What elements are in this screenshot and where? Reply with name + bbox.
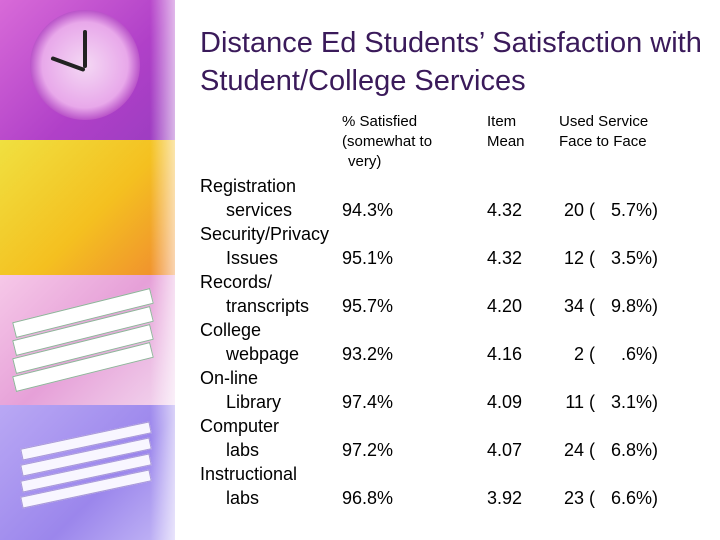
used-percent: 3.1%) — [610, 392, 658, 412]
used-paren: ( — [589, 488, 595, 508]
header-mean-line1: Item — [487, 113, 517, 130]
used-paren: ( — [589, 392, 595, 412]
row-label-line2: Issues — [226, 248, 279, 268]
used-percent: 3.5%) — [610, 248, 658, 268]
satisfied-value: 97.4% — [342, 392, 394, 412]
row-label-line2: labs — [226, 440, 260, 460]
header-mean-line2: Mean — [487, 133, 525, 150]
paper-stack-panel — [0, 405, 175, 540]
mean-value: 4.07 — [487, 440, 523, 460]
used-paren: ( — [589, 248, 595, 268]
used-paren: ( — [589, 296, 595, 316]
row-label-line1: Instructional — [200, 464, 298, 484]
used-count: 11 — [565, 392, 584, 412]
header-used-line1: Used Service — [559, 113, 649, 130]
yellow-clock-panel — [0, 140, 175, 400]
used-percent: 5.7%) — [610, 200, 658, 220]
header-mean: Item Mean — [487, 112, 525, 152]
mean-value: 4.32 — [487, 200, 523, 220]
row-label-line2: Library — [226, 392, 282, 412]
mean-value: 4.32 — [487, 248, 523, 268]
used-count: 34 — [563, 296, 584, 316]
row-label-line2: transcripts — [226, 296, 310, 316]
row-label-line1: College — [200, 320, 262, 340]
satisfied-value: 93.2% — [342, 344, 394, 364]
used-paren: ( — [589, 440, 595, 460]
used-percent: .6%) — [620, 344, 658, 364]
decorative-photo-strip — [0, 0, 175, 540]
used-count: 24 — [563, 440, 584, 460]
mean-value: 4.16 — [487, 344, 523, 364]
clock-icon — [30, 10, 140, 120]
row-label-line1: On-line — [200, 368, 259, 388]
slide-title: Distance Ed Students’ Satisfaction with … — [200, 27, 702, 97]
header-satisfied-line2: (somewhat to — [342, 133, 433, 150]
used-count: 12 — [563, 248, 584, 268]
used-count: 23 — [563, 488, 584, 508]
satisfied-value: 95.7% — [342, 296, 394, 316]
row-label-line1: Records/ — [200, 272, 273, 292]
row-label-line1: Registration — [200, 176, 297, 196]
strip-fade — [150, 0, 175, 540]
used-count: 2 — [573, 344, 584, 364]
mean-value: 4.09 — [487, 392, 523, 412]
used-count: 20 — [563, 200, 584, 220]
row-label-line1: Security/Privacy — [200, 224, 330, 244]
header-satisfied-line1: % Satisfied — [342, 113, 418, 130]
satisfied-value: 95.1% — [342, 248, 394, 268]
mean-value: 4.20 — [487, 296, 523, 316]
header-satisfied-line3: very) — [348, 153, 382, 170]
mean-value: 3.92 — [487, 488, 523, 508]
row-label-line2: services — [226, 200, 293, 220]
row-label-line1: Computer — [200, 416, 280, 436]
header-used-service: Used Service Face to Face — [559, 112, 648, 152]
row-label-line2: labs — [226, 488, 260, 508]
book-stack-panel — [0, 275, 175, 405]
used-percent: 9.8%) — [610, 296, 658, 316]
purple-clock-panel — [0, 0, 175, 140]
used-paren: ( — [589, 344, 595, 364]
used-percent: 6.8%) — [610, 440, 658, 460]
used-paren: ( — [589, 200, 595, 220]
satisfied-value: 97.2% — [342, 440, 394, 460]
used-percent: 6.6%) — [610, 488, 658, 508]
row-label-line2: webpage — [226, 344, 300, 364]
satisfied-value: 96.8% — [342, 488, 394, 508]
header-satisfied: % Satisfied (somewhat to very) — [342, 112, 432, 172]
satisfied-value: 94.3% — [342, 200, 394, 220]
header-used-line2: Face to Face — [559, 133, 647, 150]
